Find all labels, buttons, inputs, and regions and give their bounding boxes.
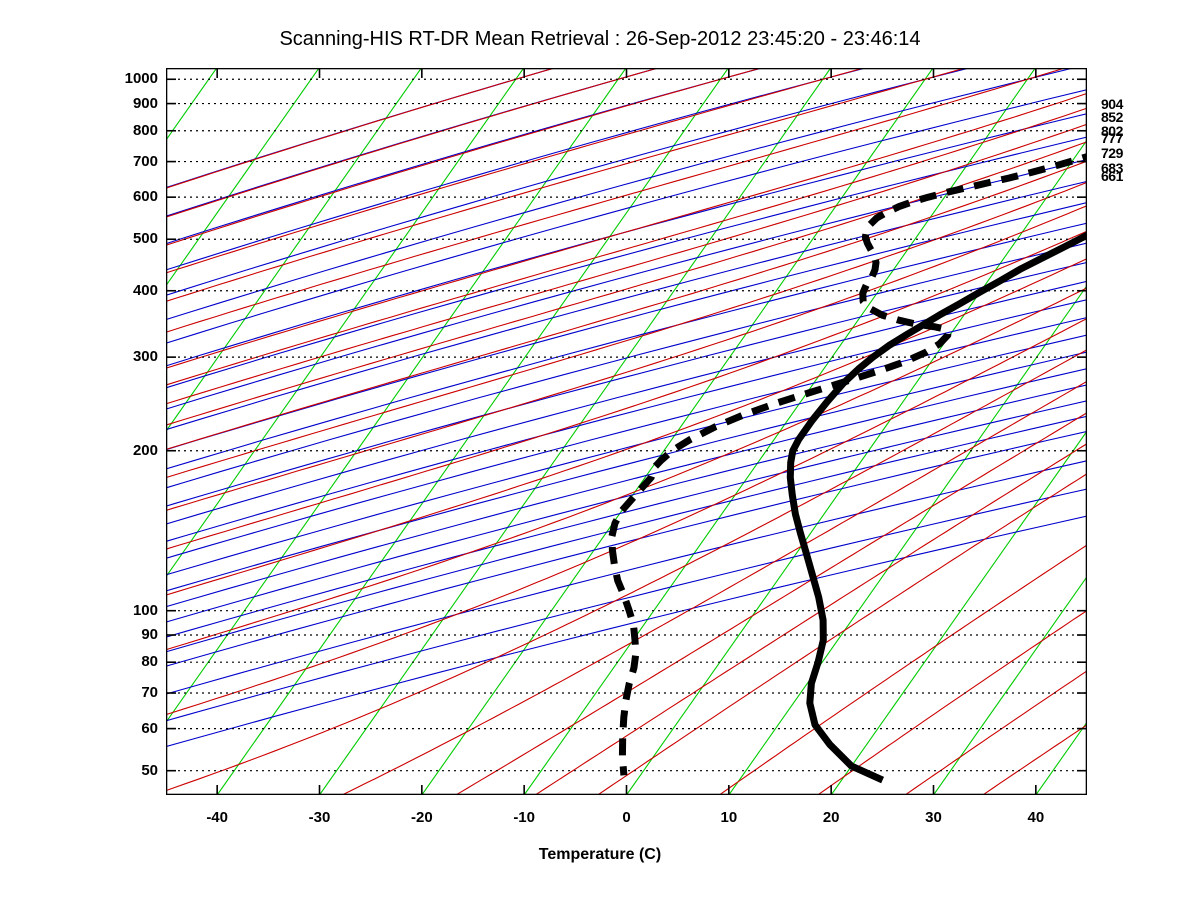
y-tick-label: 80: [141, 653, 158, 671]
y-tick-label: 60: [141, 719, 158, 737]
y-tick-label: 100: [132, 601, 158, 619]
page-title: Scanning-HIS RT-DR Mean Retrieval : 26-S…: [279, 28, 921, 50]
x-tick-label: -20: [410, 809, 433, 826]
right-axis-label: 683: [1101, 160, 1123, 177]
x-tick-label: 40: [1027, 809, 1045, 826]
y-tick-label: 300: [132, 348, 158, 366]
right-axis-label: 729: [1101, 145, 1123, 162]
y-tick-label: 200: [132, 441, 158, 459]
right-axis-label: 661: [1101, 167, 1123, 184]
x-tick-label: 10: [720, 809, 738, 826]
right-axis-label: 852: [1101, 109, 1123, 126]
y-tick-label: 700: [132, 152, 158, 170]
y-tick-label: 70: [141, 684, 158, 702]
y-tick-label: 50: [141, 761, 158, 779]
x-tick-label: 20: [822, 809, 840, 826]
x-tick-label: -10: [513, 809, 535, 826]
x-tick-label: 0: [622, 809, 631, 826]
x-axis-title: Temperature (C): [538, 846, 662, 863]
y-tick-label: 500: [132, 230, 158, 248]
y-tick-label: 90: [141, 626, 158, 644]
x-tick-label: 30: [925, 809, 942, 826]
x-tick-label: -30: [308, 809, 331, 826]
y-tick-label: 400: [132, 281, 158, 299]
plot-area: [166, 68, 1087, 795]
right-axis-label: 904: [1101, 95, 1123, 112]
y-tick-label: 1000: [124, 70, 158, 88]
y-tick-label: 800: [132, 121, 158, 139]
right-axis-label: 802: [1101, 123, 1123, 140]
y-tick-label: 900: [132, 94, 158, 112]
plot-svg: [166, 68, 1087, 795]
right-axis-label: 777: [1101, 130, 1123, 147]
y-tick-label: 600: [132, 188, 158, 206]
x-tick-label: -40: [206, 809, 228, 826]
